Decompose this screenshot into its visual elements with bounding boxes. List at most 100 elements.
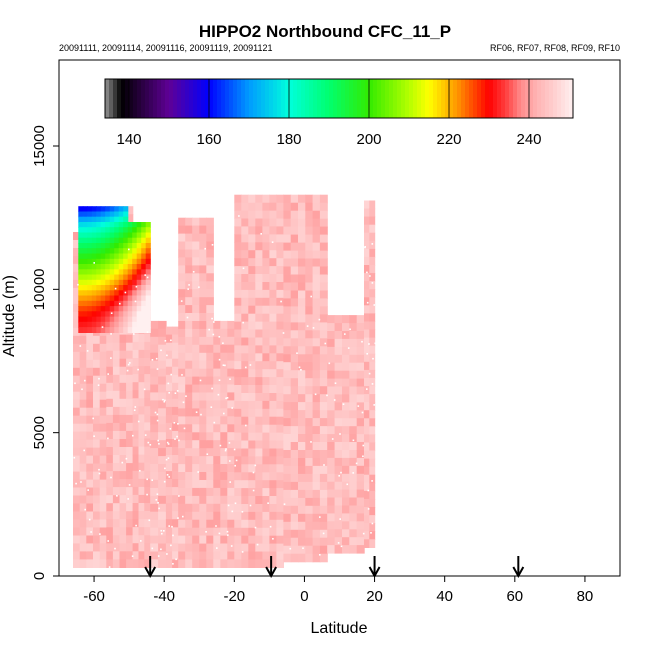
- data-cell: [241, 448, 249, 457]
- data-cell: [262, 440, 270, 449]
- data-cell: [213, 344, 221, 354]
- data-cell: [118, 321, 124, 328]
- data-cell: [298, 234, 306, 244]
- data-cell: [364, 369, 370, 379]
- data-cell: [105, 216, 111, 223]
- data-cell: [220, 464, 228, 473]
- data-cell: [86, 495, 94, 505]
- data-cell: [234, 242, 242, 251]
- colorbar-swatch: [121, 79, 126, 118]
- data-cell: [319, 426, 328, 435]
- data-cell: [141, 290, 147, 297]
- data-cell: [269, 353, 277, 362]
- data-cell: [213, 424, 221, 433]
- data-cell: [248, 289, 256, 299]
- data-cell: [93, 351, 101, 361]
- data-cell: [96, 311, 102, 318]
- data-gap: [135, 285, 138, 288]
- data-cell: [364, 507, 370, 516]
- colorbar-swatch: [545, 79, 550, 118]
- data-cell: [86, 559, 94, 568]
- data-cell: [213, 535, 221, 545]
- data-cell: [145, 264, 151, 270]
- data-cell: [82, 295, 88, 302]
- data-cell: [165, 422, 173, 432]
- data-cell: [172, 366, 179, 376]
- data-cell: [96, 211, 102, 218]
- data-cell: [290, 258, 299, 268]
- data-cell: [100, 311, 106, 318]
- data-cell: [99, 391, 107, 401]
- data-cell: [283, 290, 292, 300]
- data-gap: [143, 388, 146, 391]
- data-cell: [114, 285, 120, 291]
- data-cell: [248, 496, 256, 505]
- data-cell: [206, 487, 214, 497]
- data-gap: [200, 413, 202, 416]
- data-cell: [132, 264, 138, 270]
- data-cell: [112, 463, 121, 472]
- data-cell: [114, 243, 120, 249]
- data-cell: [269, 321, 277, 331]
- data-cell: [78, 316, 84, 323]
- data-cell: [126, 551, 134, 560]
- data-cell: [91, 316, 97, 323]
- colorbar-swatch: [141, 79, 146, 118]
- data-cell: [192, 487, 200, 497]
- data-cell: [178, 559, 186, 568]
- data-cell: [269, 432, 277, 442]
- data-gap: [367, 489, 370, 492]
- data-cell: [334, 331, 343, 340]
- data-cell: [298, 529, 306, 539]
- data-cell: [305, 418, 314, 427]
- data-gap: [114, 287, 117, 290]
- data-cell: [305, 545, 314, 555]
- data-cell: [356, 481, 365, 491]
- data-cell: [99, 343, 107, 353]
- data-cell: [305, 442, 314, 451]
- data-cell: [138, 478, 145, 488]
- data-gap: [267, 502, 269, 504]
- data-cell: [213, 559, 221, 568]
- data-cell: [126, 559, 134, 568]
- data-cell: [112, 342, 121, 352]
- data-gap: [371, 522, 374, 525]
- data-cell: [241, 440, 249, 449]
- data-cell: [241, 289, 249, 299]
- data-cell: [87, 306, 93, 312]
- data-cell: [283, 210, 292, 220]
- data-cell: [86, 519, 94, 529]
- data-gap: [166, 354, 168, 357]
- data-cell: [132, 511, 139, 520]
- data-cell: [78, 211, 84, 218]
- data-cell: [349, 434, 358, 443]
- data-cell: [305, 202, 314, 212]
- data-cell: [269, 464, 277, 473]
- data-cell: [327, 418, 336, 427]
- data-cell: [276, 511, 284, 521]
- data-cell: [99, 431, 107, 441]
- data-cell: [305, 346, 314, 355]
- data-cell: [234, 408, 242, 418]
- data-cell: [106, 366, 114, 376]
- data-cell: [82, 290, 88, 297]
- data-cell: [87, 311, 93, 318]
- data-cell: [227, 456, 235, 465]
- data-cell: [312, 497, 321, 507]
- data-cell: [127, 269, 133, 276]
- data-cell: [178, 336, 186, 346]
- data-cell: [165, 479, 173, 488]
- data-cell: [144, 414, 151, 424]
- data-cell: [136, 227, 142, 234]
- data-gap: [110, 312, 113, 314]
- data-cell: [248, 274, 256, 283]
- data-cell: [119, 487, 127, 496]
- data-cell: [192, 495, 200, 505]
- data-cell: [127, 232, 133, 239]
- data-cell: [255, 194, 263, 204]
- data-cell: [99, 375, 107, 385]
- data-cell: [93, 399, 101, 409]
- data-cell: [356, 473, 365, 483]
- data-cell: [145, 279, 151, 286]
- data-cell: [319, 250, 328, 260]
